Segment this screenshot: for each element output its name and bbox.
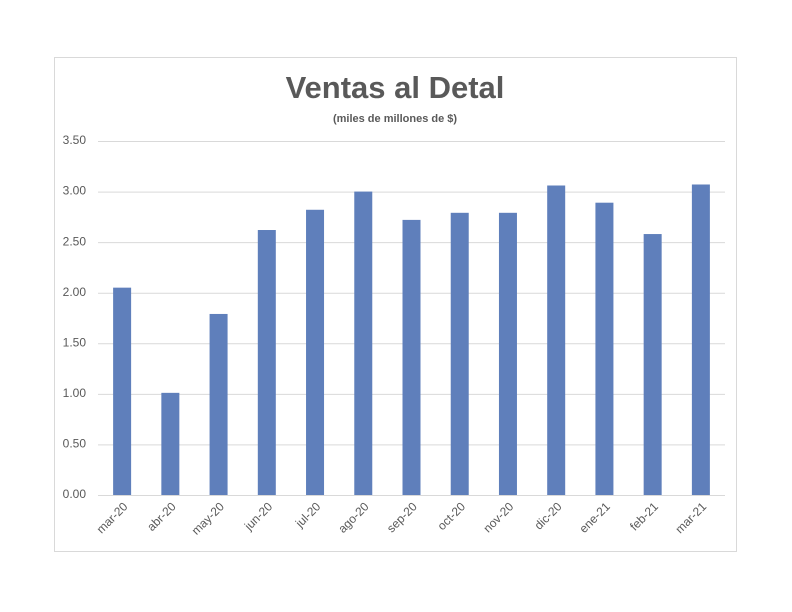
chart-frame (54, 57, 737, 552)
bar (402, 219, 421, 496)
bar (643, 234, 662, 495)
bar (691, 184, 710, 495)
bar (595, 202, 614, 495)
bar (450, 212, 469, 495)
bar (257, 230, 276, 495)
chart-subtitle: (miles de millones de $) (333, 113, 457, 125)
y-tick-label: 2.50 (63, 234, 87, 248)
bar (209, 313, 228, 495)
bar (547, 185, 566, 495)
bar (161, 392, 180, 495)
bar (498, 212, 517, 495)
y-tick-label: 3.00 (63, 184, 87, 198)
y-tick-label: 3.50 (63, 133, 87, 147)
y-tick-label: 2.00 (63, 285, 87, 299)
bar (354, 191, 373, 496)
y-tick-label: 0.00 (63, 487, 87, 501)
bar (306, 209, 325, 495)
chart-title: Ventas al Detal (286, 70, 505, 105)
y-tick-label: 0.50 (63, 437, 87, 451)
y-tick-label: 1.50 (63, 335, 87, 349)
y-tick-label: 1.00 (63, 386, 87, 400)
bar (113, 287, 132, 495)
